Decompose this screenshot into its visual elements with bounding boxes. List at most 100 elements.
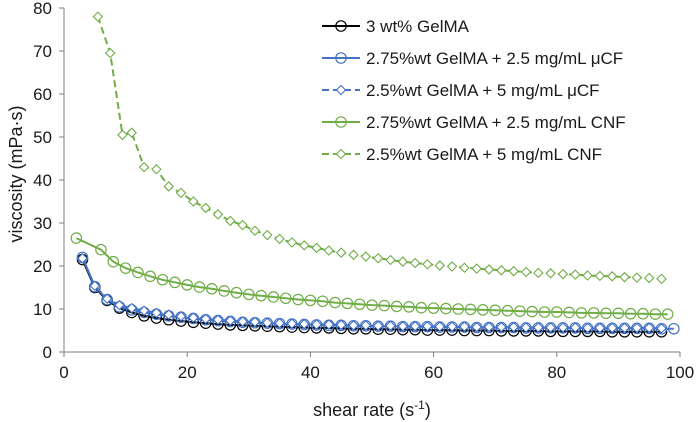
data-point [422, 259, 433, 270]
data-point [397, 320, 409, 332]
legend-marker [335, 52, 347, 64]
legend-item: 2.75%wt GelMA + 2.5 mg/mL CNF [322, 113, 626, 132]
data-point [656, 273, 667, 285]
legend-label: 2.5%wt GelMA + 5 mg/mL μCF [366, 81, 600, 100]
data-point [545, 322, 556, 333]
series-5 [92, 11, 667, 285]
data-point [151, 163, 162, 175]
data-point [298, 240, 310, 251]
data-point [243, 288, 255, 301]
data-point [403, 301, 415, 313]
data-point [163, 181, 174, 192]
data-point [225, 315, 236, 326]
data-point [594, 322, 606, 334]
data-point [372, 320, 384, 332]
data-point [360, 320, 372, 331]
series-3 [77, 252, 667, 334]
data-point [304, 294, 317, 307]
data-point [440, 302, 452, 315]
series-4 [70, 232, 674, 320]
data-point [538, 306, 551, 318]
y-tick-labels: 0 10 20 30 40 50 60 70 80 [33, 0, 64, 362]
data-point [409, 320, 421, 332]
data-point [422, 320, 433, 332]
x-axis-label-end: ) [425, 400, 431, 420]
data-point [144, 270, 157, 283]
legend-label: 3 wt% GelMA [366, 17, 470, 36]
data-point [637, 307, 649, 320]
data-point [188, 312, 199, 323]
x-tick-label: 40 [301, 363, 320, 382]
data-point [104, 47, 116, 59]
data-point [557, 268, 569, 280]
data-point [526, 305, 538, 318]
data-point [151, 307, 162, 319]
y-tick-label: 80 [33, 0, 52, 18]
series-1 [76, 253, 668, 338]
y-tick-label: 40 [33, 171, 52, 190]
data-point [600, 307, 612, 320]
data-point [323, 245, 335, 256]
data-point [520, 322, 532, 333]
data-point [557, 322, 569, 333]
data-point [311, 242, 322, 254]
x-tick-label: 0 [59, 363, 68, 382]
data-point [138, 305, 150, 316]
x-tick-label: 20 [178, 363, 197, 382]
legend-marker [335, 84, 347, 96]
data-point [212, 209, 224, 220]
y-tick-label: 0 [43, 343, 52, 362]
data-point [156, 273, 169, 286]
legend-marker [335, 148, 347, 160]
data-point [249, 316, 261, 328]
x-tick-label: 60 [424, 363, 443, 382]
data-point [262, 317, 273, 329]
data-point [353, 298, 366, 311]
data-point [397, 256, 409, 267]
data-point [496, 265, 507, 276]
data-point [570, 269, 581, 280]
data-point [329, 296, 341, 309]
data-point [385, 254, 396, 266]
data-point [514, 305, 526, 317]
x-axis-label: shear rate (s-1) [313, 398, 431, 420]
data-point [274, 233, 285, 245]
data-point [631, 272, 643, 283]
data-point [587, 307, 600, 319]
data-point [132, 266, 144, 279]
data-point [95, 243, 107, 256]
data-point [668, 322, 680, 335]
data-point [335, 319, 347, 331]
data-point [489, 304, 501, 317]
data-point [341, 297, 354, 310]
data-point [434, 321, 446, 332]
data-point [237, 219, 248, 231]
data-point [483, 264, 495, 275]
series-line [81, 259, 662, 333]
data-point [606, 322, 618, 334]
data-point [181, 279, 193, 291]
data-point [169, 276, 181, 289]
data-point [661, 308, 674, 320]
data-point [452, 303, 465, 315]
data-point [218, 285, 230, 297]
data-point [656, 323, 667, 334]
data-point [520, 266, 532, 278]
data-point [249, 225, 261, 237]
data-point [390, 300, 403, 313]
data-point [70, 232, 83, 244]
data-point [311, 319, 322, 330]
data-point [126, 302, 138, 314]
legend: 3 wt% GelMA 2.75%wt GelMA + 2.5 mg/mL μCF… [322, 17, 626, 164]
data-point [316, 295, 329, 308]
data-point [200, 313, 211, 325]
data-point [372, 252, 384, 264]
data-point [193, 281, 206, 293]
series-line [75, 237, 668, 316]
data-point [212, 314, 224, 326]
data-point [348, 320, 359, 331]
data-point [563, 306, 575, 319]
data-point [643, 272, 655, 284]
data-point [508, 321, 519, 333]
data-point [101, 293, 113, 304]
